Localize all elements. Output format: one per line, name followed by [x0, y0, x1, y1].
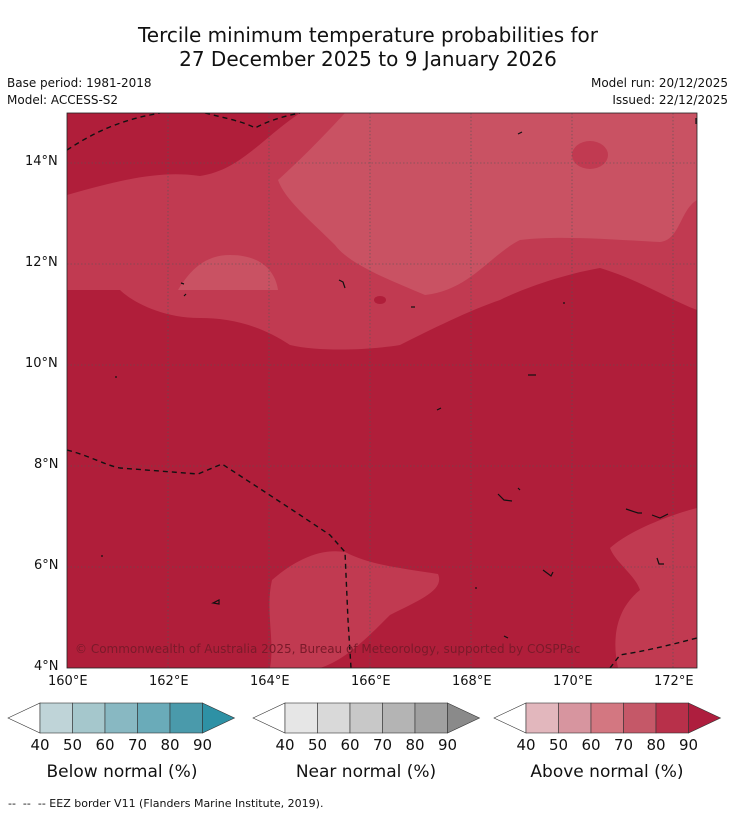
title-line-1: Tercile minimum temperature probabilitie… [137, 23, 599, 47]
legend-near-normal [252, 702, 481, 734]
legend-near-segment [382, 702, 416, 734]
legend-near-tick: 40 [275, 736, 295, 754]
legend-near-segment [414, 702, 448, 734]
map-frame [66, 112, 698, 669]
lon-label-164E: 164°E [250, 674, 290, 689]
lon-label-160E: 160°E [48, 674, 88, 689]
legend-below-tick: 60 [95, 736, 115, 754]
islands [101, 118, 697, 639]
legend-below-arrow-left [7, 702, 41, 734]
legend-above-tick: 60 [581, 736, 601, 754]
legend-near-title: Near normal (%) [295, 762, 437, 782]
eez-borders [67, 113, 697, 668]
above-normal-80-region-south [269, 551, 440, 668]
legend-near-tick: 70 [372, 736, 393, 754]
legend-above-normal [493, 702, 722, 734]
above-normal-80-pocket [572, 141, 608, 169]
legend-above-arrow-right [688, 702, 722, 734]
legend-above-tick: 70 [613, 736, 634, 754]
legend-above-tick: 90 [678, 736, 699, 754]
issued-date: Issued: 22/12/2025 [612, 93, 728, 107]
legend-near-segment [317, 702, 351, 734]
legend-below-tick: 80 [160, 736, 180, 754]
legend-near-tick: 50 [307, 736, 328, 754]
legend-above-arrow-left [493, 702, 527, 734]
legend-below-normal [7, 702, 236, 734]
legend-near-tick: 90 [437, 736, 458, 754]
legend-below-tick: 40 [30, 736, 50, 754]
lon-label-172E: 172°E [654, 674, 694, 689]
lon-label-170E: 170°E [553, 674, 593, 689]
lon-label-162E: 162°E [149, 674, 189, 689]
legend-above-segment [655, 702, 689, 734]
legend-above-segment [558, 702, 592, 734]
legend-below-segment [169, 702, 203, 734]
legend-below-tick: 90 [192, 736, 213, 754]
lat-label-12N: 12°N [25, 255, 58, 270]
lat-label-4N: 4°N [34, 659, 59, 674]
above-normal-80-region-se [610, 508, 697, 668]
legend-below-arrow-right [202, 702, 236, 734]
model-name: Model: ACCESS-S2 [7, 93, 119, 107]
copyright-text: © Commonwealth of Australia 2025, Bureau… [75, 642, 580, 656]
model-run: Model run: 20/12/2025 [590, 76, 728, 90]
legend-below-tick: 50 [62, 736, 83, 754]
lon-label-166E: 166°E [351, 674, 391, 689]
legend-below-segment [104, 702, 138, 734]
legend-below-segment [39, 702, 73, 734]
lat-label-6N: 6°N [34, 558, 59, 573]
legend-below-segment [137, 702, 171, 734]
eez-note: -- -- -- EEZ border V11 (Flanders Marine… [8, 797, 324, 810]
legend-above-segment [590, 702, 624, 734]
legend-below-segment [72, 702, 106, 734]
legend-near-arrow-right [447, 702, 481, 734]
legend-near-tick: 80 [405, 736, 425, 754]
legend-above-title: Above normal (%) [530, 762, 684, 782]
legend-near-segment [349, 702, 383, 734]
legend-near-arrow-left [252, 702, 286, 734]
legend-above-tick: 80 [646, 736, 666, 754]
map-area: © Commonwealth of Australia 2025, Bureau… [67, 113, 697, 668]
lat-label-10N: 10°N [25, 356, 58, 371]
lat-label-14N: 14°N [25, 154, 58, 169]
legend-above-segment [525, 702, 559, 734]
base-period: Base period: 1981-2018 [7, 76, 152, 90]
legend-above-tick: 40 [516, 736, 536, 754]
graticule [67, 113, 697, 668]
legend-near-segment [284, 702, 318, 734]
legend-above-segment [623, 702, 657, 734]
above-normal-90-spot [374, 296, 386, 304]
legend-near-tick: 60 [340, 736, 360, 754]
lat-label-8N: 8°N [34, 457, 59, 472]
legend-below-title: Below normal (%) [46, 762, 198, 782]
lon-label-168E: 168°E [452, 674, 492, 689]
legend-below-tick: 70 [127, 736, 148, 754]
legend-above-tick: 50 [548, 736, 569, 754]
title-line-2: 27 December 2025 to 9 January 2026 [179, 47, 557, 71]
